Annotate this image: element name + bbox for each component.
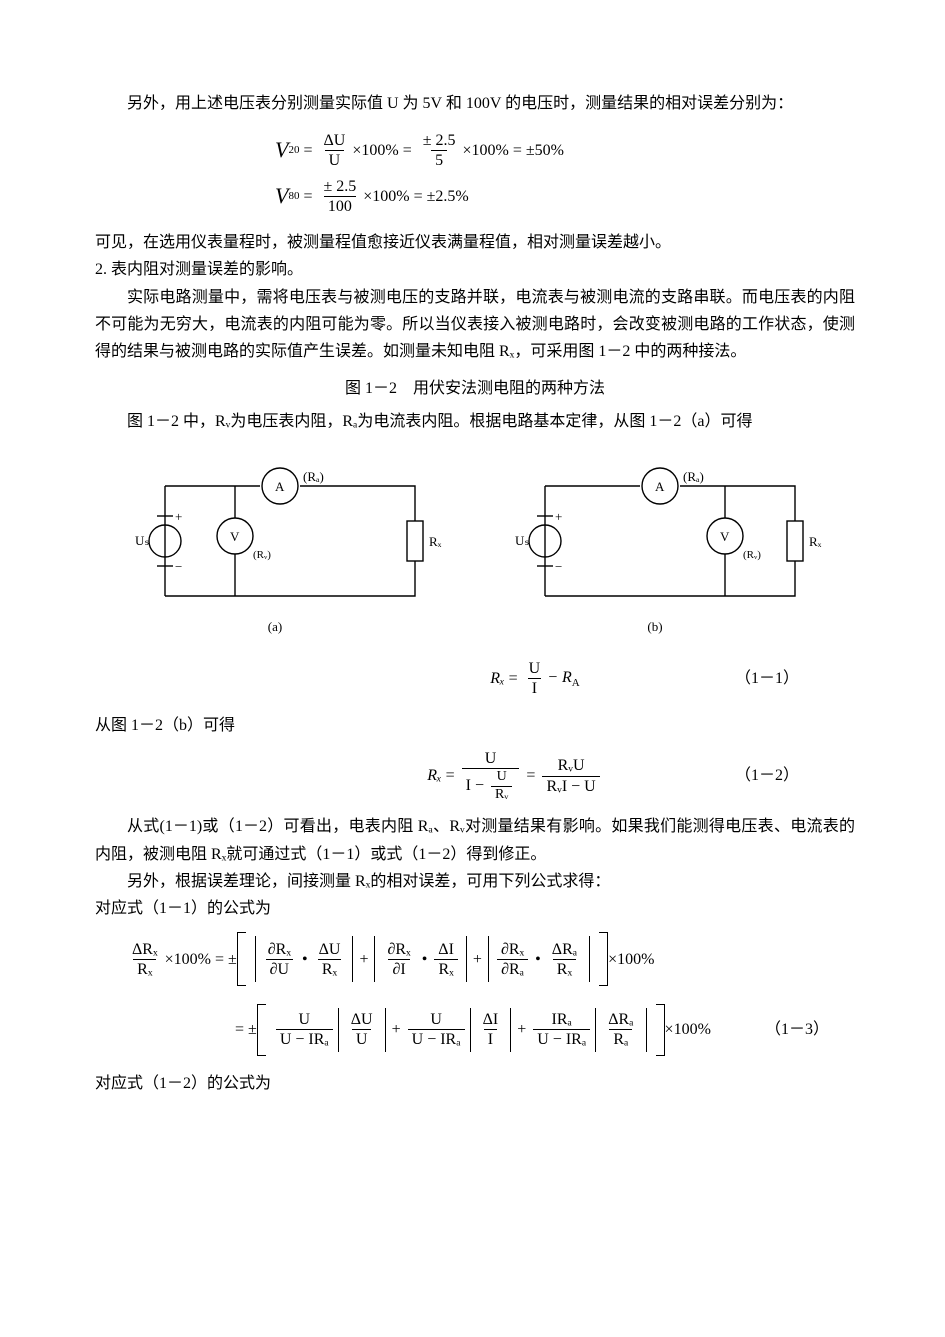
result: = ±2.5%	[414, 183, 469, 210]
equation-number: （1－3）	[765, 1016, 855, 1043]
denominator: 5	[431, 150, 447, 170]
tail: ×100%	[608, 946, 654, 973]
paragraph: 2. 表内阻对测量误差的影响。	[95, 256, 855, 283]
label-ra: (Rₐ)	[303, 469, 324, 484]
paragraph: 可见，在选用仪表量程时，被测量程值愈接近仪表满量程值，相对测量误差越小。	[95, 229, 855, 256]
equation-1-1: Rₓ = U I − RA （1－1）	[95, 656, 855, 702]
fraction: ΔU U	[319, 131, 349, 170]
label-rx: Rₓ	[429, 534, 442, 549]
fraction: RᵥU RᵥI − U	[542, 756, 599, 795]
result: = ±50%	[513, 137, 564, 164]
lead-eq: = ±	[235, 1016, 257, 1043]
denominator: Rₓ	[133, 959, 156, 979]
label-plus: +	[555, 509, 562, 524]
equation-number: （1－2）	[735, 762, 855, 789]
label-ra: (Rₐ)	[683, 469, 704, 484]
numerator: U	[481, 749, 501, 768]
subscript: 80	[288, 187, 299, 206]
equation-1-3-line1: ΔRₓ Rₓ ×100% = ± ∂Rₓ∂U • ΔURₓ + ∂Rₓ∂I •	[95, 932, 855, 986]
label-us: Uₛ	[515, 533, 529, 548]
symbol-v: V	[275, 177, 288, 214]
times-pct-eq: ×100% = ±	[165, 946, 237, 973]
times-percent: ×100%	[363, 183, 409, 210]
label-a: A	[275, 479, 285, 494]
symbol-v: V	[275, 131, 288, 168]
page: 另外，用上述电压表分别测量实际值 U 为 5V 和 100V 的电压时，测量结果…	[0, 0, 945, 1157]
label-a: A	[655, 479, 665, 494]
figure-caption: 图 1－2 用伏安法测电阻的两种方法	[95, 375, 855, 402]
denominator: 100	[324, 196, 356, 216]
denominator: RᵥI − U	[542, 776, 599, 796]
fraction: U I	[525, 659, 545, 698]
equation-v20: V20 = ΔU U ×100% = ± 2.5 5 ×100% = ±50% …	[95, 127, 855, 219]
times-percent: ×100%	[352, 137, 398, 164]
paragraph: 对应式（1－2）的公式为	[95, 1070, 855, 1097]
equals: =	[303, 183, 312, 210]
times-percent: ×100%	[463, 137, 509, 164]
paragraph: 从图 1－2（b）可得	[95, 712, 855, 739]
fraction: ± 2.5 5	[419, 131, 460, 170]
numerator: ΔRₓ	[128, 940, 162, 959]
lhs: Rₓ	[490, 665, 504, 692]
abs-term-1: ∂Rₓ∂U • ΔURₓ	[255, 936, 354, 982]
equation-1-3-line2: = ± UU − IRₐ ΔUU + UU − IRₐ ΔII + IRₐU −…	[95, 1004, 855, 1055]
sublabel-a: (a)	[268, 619, 282, 634]
equation-1-2: Rₓ = U I − U Rᵥ = RᵥU RᵥI − U	[95, 749, 855, 804]
paragraph: 另外，用上述电压表分别测量实际值 U 为 5V 和 100V 的电压时，测量结果…	[95, 90, 855, 117]
numerator: ± 2.5	[419, 131, 460, 150]
label-minus: −	[175, 559, 182, 574]
label-us: Uₛ	[135, 533, 149, 548]
subscript: 20	[288, 141, 299, 160]
equals: =	[446, 762, 455, 789]
numerator: ΔU	[319, 131, 349, 150]
minus-ra: − RA	[547, 664, 580, 693]
equals: =	[526, 762, 535, 789]
nested-fraction: U Rᵥ	[491, 769, 512, 804]
label-rx: Rₓ	[809, 534, 822, 549]
paragraph: 对应式（1－1）的公式为	[95, 895, 855, 922]
abs-1: ΔUU	[338, 1008, 386, 1051]
bracket-group: ∂Rₓ∂U • ΔURₓ + ∂Rₓ∂I • ΔIRₓ + ∂Rₓ∂Rₐ • Δ	[237, 932, 608, 986]
complex-fraction: U I − U Rᵥ	[462, 749, 520, 804]
abs-3: ΔRₐRₐ	[595, 1008, 646, 1051]
equation-v80: V80 = ± 2.5 100 ×100% = ±2.5%	[95, 173, 855, 219]
label-plus: +	[175, 509, 182, 524]
tail: ×100%	[665, 1016, 711, 1043]
paragraph: 图 1－2 中，Rᵥ为电压表内阻，Rₐ为电流表内阻。根据电路基本定律，从图 1－…	[95, 408, 855, 435]
numerator: U	[493, 769, 511, 786]
lead-fraction: ΔRₓ Rₓ	[128, 940, 162, 979]
denominator: I − U Rᵥ	[462, 768, 520, 804]
label-rv: (Rᵥ)	[743, 549, 761, 561]
equals: =	[403, 137, 412, 164]
equation-number: （1－1）	[735, 665, 855, 692]
abs-term-3: ∂Rₓ∂Rₐ • ΔRₐRₓ	[488, 936, 590, 982]
abs-2: ΔII	[470, 1008, 512, 1051]
label-minus: −	[555, 559, 562, 574]
numerator: U	[525, 659, 545, 678]
equals: =	[303, 137, 312, 164]
denominator: I	[528, 678, 541, 698]
lhs: Rₓ	[427, 762, 441, 789]
numerator: ± 2.5	[319, 177, 360, 196]
denominator: U	[325, 150, 345, 170]
abs-term-2: ∂Rₓ∂I • ΔIRₓ	[374, 936, 466, 982]
label-rv: (Rᵥ)	[253, 549, 271, 561]
circuit-a: Uₛ + − A (Rₐ) V (Rᵥ) Rₓ (a)	[115, 446, 455, 646]
circuit-b: Uₛ + − A (Rₐ) V (Rᵥ) Rₓ (b)	[495, 446, 835, 646]
paragraph: 实际电路测量中，需将电压表与被测电压的支路并联，电流表与被测电流的支路串联。而电…	[95, 284, 855, 366]
sublabel-b: (b)	[647, 619, 662, 634]
bracket-group: UU − IRₐ ΔUU + UU − IRₐ ΔII + IRₐU − IRₐ…	[257, 1004, 665, 1055]
equals: =	[509, 665, 518, 692]
label-v: V	[720, 529, 730, 544]
paragraph: 从式(1－1)或（1－2）可看出，电表内阻 Rₐ、Rᵥ对测量结果有影响。如果我们…	[95, 813, 855, 867]
label-v: V	[230, 529, 240, 544]
paragraph: 另外，根据误差理论，间接测量 Rₓ的相对误差，可用下列公式求得：	[95, 868, 855, 895]
denominator: Rᵥ	[491, 786, 512, 804]
den-left: I −	[466, 777, 484, 794]
numerator: RᵥU	[554, 756, 589, 775]
figure-1-2: Uₛ + − A (Rₐ) V (Rᵥ) Rₓ (a)	[95, 446, 855, 646]
fraction: ± 2.5 100	[319, 177, 360, 216]
